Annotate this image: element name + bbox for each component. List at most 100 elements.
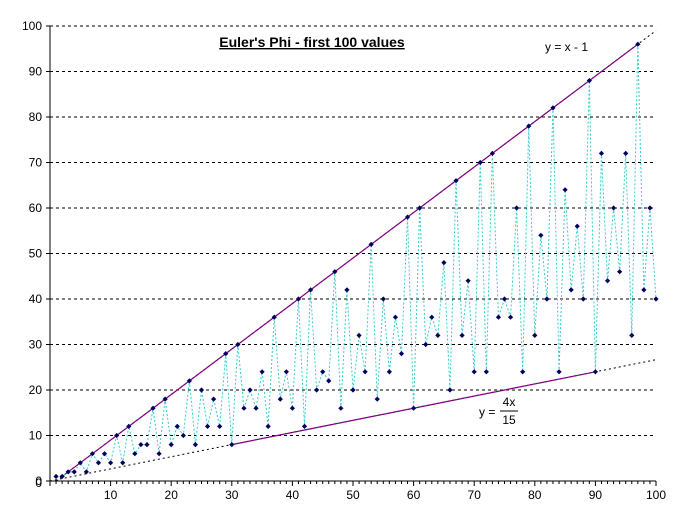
data-point (556, 369, 562, 375)
data-point (198, 387, 205, 393)
x-tick-label: 100 (646, 488, 666, 502)
data-point (150, 405, 156, 411)
data-point (477, 159, 483, 166)
x-tick-label: 40 (286, 488, 300, 502)
data-point (307, 287, 314, 293)
data-point (259, 369, 265, 375)
data-point (59, 473, 65, 480)
upper-bound-line (61, 43, 639, 477)
y-tick-label: 100 (22, 19, 42, 33)
data-point (465, 278, 471, 284)
data-point (623, 150, 629, 156)
data-point (350, 387, 356, 393)
data-point (289, 405, 295, 411)
y-tick-label: 20 (29, 383, 43, 397)
data-point (180, 432, 186, 439)
data-point (538, 232, 544, 238)
data-point (544, 296, 550, 302)
data-point (101, 451, 108, 457)
y-tick-label: 0 (35, 474, 42, 488)
data-point (126, 423, 132, 429)
chart-title: Euler's Phi - first 100 values (219, 34, 405, 50)
data-point (332, 269, 338, 275)
data-point (235, 341, 241, 348)
data-point (653, 296, 659, 302)
data-point (435, 332, 441, 338)
y-tick-label: 30 (29, 338, 43, 352)
data-point (362, 369, 368, 375)
data-point (241, 405, 247, 411)
data-point (247, 387, 253, 393)
data-point (647, 205, 653, 211)
series-points (53, 41, 659, 480)
data-point (471, 369, 477, 375)
data-point (386, 369, 392, 375)
y-tick-label: 50 (29, 247, 43, 261)
x-tick-label: 80 (528, 488, 542, 502)
data-point (392, 314, 399, 320)
data-point (53, 473, 59, 480)
data-point (514, 205, 520, 211)
data-point (277, 396, 283, 402)
data-point (338, 405, 344, 411)
x-tick-label: 0 (35, 476, 42, 490)
upper-bound-label: y = x - 1 (545, 40, 588, 54)
data-point (629, 332, 635, 338)
data-point (495, 314, 502, 320)
data-point (120, 460, 126, 466)
data-point (186, 378, 192, 384)
data-point (144, 442, 150, 448)
data-point (156, 451, 162, 457)
data-point (71, 469, 77, 475)
data-point (610, 205, 617, 211)
data-point (89, 451, 96, 457)
data-point (398, 351, 405, 357)
data-point (635, 41, 641, 47)
data-point (114, 432, 120, 439)
data-point (271, 314, 277, 320)
data-point (162, 396, 168, 402)
data-point (429, 314, 435, 320)
x-tick-label: 10 (104, 488, 118, 502)
data-point (604, 278, 611, 284)
x-tick-label: 20 (165, 488, 179, 502)
data-point (586, 78, 592, 84)
lower-bound-numerator: 4x (503, 395, 516, 409)
data-point (550, 105, 556, 111)
data-point (253, 405, 259, 411)
data-point (380, 296, 386, 302)
y-tick-label: 60 (29, 201, 43, 215)
data-point (265, 423, 271, 429)
y-tick-label: 70 (29, 156, 43, 170)
data-point (483, 369, 489, 375)
data-point (320, 369, 326, 375)
y-tick-label: 10 (29, 429, 43, 443)
data-point (283, 369, 289, 375)
data-point (411, 405, 417, 411)
y-tick-label: 90 (29, 65, 43, 79)
lower-bound-denominator: 15 (502, 413, 516, 427)
data-point (562, 187, 568, 193)
data-point (598, 150, 605, 156)
data-point (83, 469, 89, 475)
data-point (404, 214, 411, 220)
data-point (223, 351, 229, 357)
series-line (56, 44, 657, 477)
data-point (526, 123, 532, 129)
data-point (108, 460, 114, 466)
data-point (301, 423, 308, 429)
y-tick-label: 40 (29, 292, 43, 306)
lower-bound-label-prefix: y = (479, 405, 495, 419)
data-point (520, 369, 526, 375)
data-point (217, 423, 223, 429)
data-point (574, 223, 580, 229)
data-point (204, 423, 211, 429)
data-point (95, 460, 102, 466)
data-point (314, 387, 320, 393)
data-point (368, 241, 374, 247)
x-tick-label: 70 (468, 488, 482, 502)
data-point (168, 442, 174, 448)
